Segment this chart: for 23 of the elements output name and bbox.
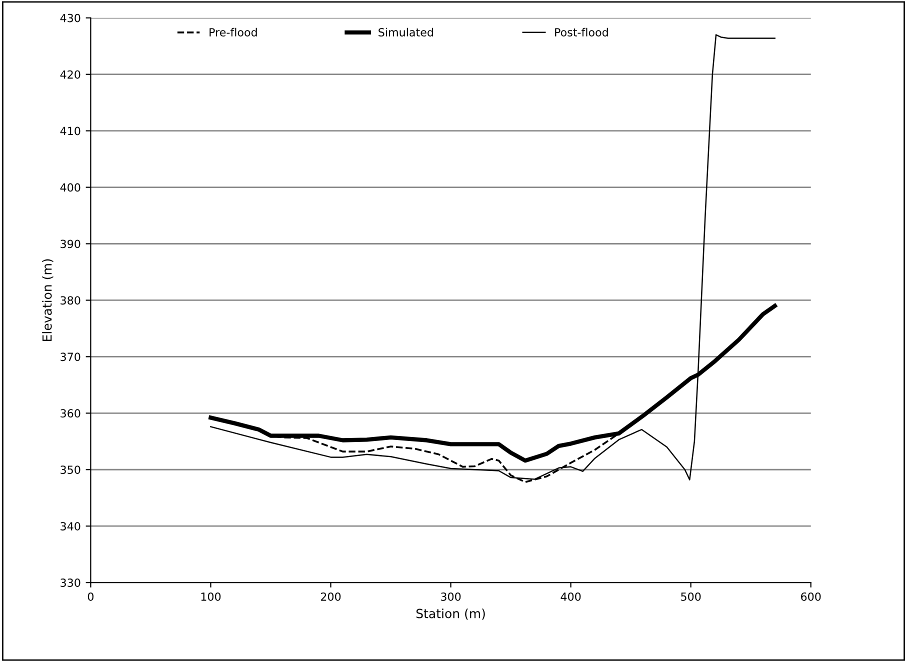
- x-axis-title: Station (m): [416, 608, 485, 620]
- y-tick-label: 360: [60, 409, 80, 418]
- legend-label: Post-flood: [555, 28, 608, 36]
- y-axis-title: Elevation (m): [42, 259, 54, 341]
- legend-label: Simulated: [378, 28, 433, 36]
- x-tick-label: 300: [441, 592, 461, 601]
- y-tick-label: 370: [60, 352, 80, 362]
- x-tick-label: 500: [681, 592, 701, 601]
- y-tick-label: 390: [60, 240, 80, 248]
- x-tick-label: 0: [88, 592, 94, 601]
- y-tick-label: 420: [60, 70, 80, 79]
- y-tick-label: 400: [60, 183, 80, 192]
- y-tick-label: 340: [60, 522, 80, 530]
- x-tick-label: 400: [560, 592, 581, 601]
- x-tick-label: 100: [201, 592, 221, 601]
- legend-label: Pre-flood: [210, 28, 257, 36]
- y-tick-label: 410: [60, 126, 80, 136]
- y-tick-label: 330: [60, 578, 80, 587]
- y-tick-label: 430: [60, 14, 80, 22]
- y-tick-label: 350: [60, 466, 80, 474]
- x-tick-label: 600: [801, 592, 821, 601]
- y-tick-label: 380: [60, 296, 80, 305]
- x-tick-label: 200: [320, 592, 341, 601]
